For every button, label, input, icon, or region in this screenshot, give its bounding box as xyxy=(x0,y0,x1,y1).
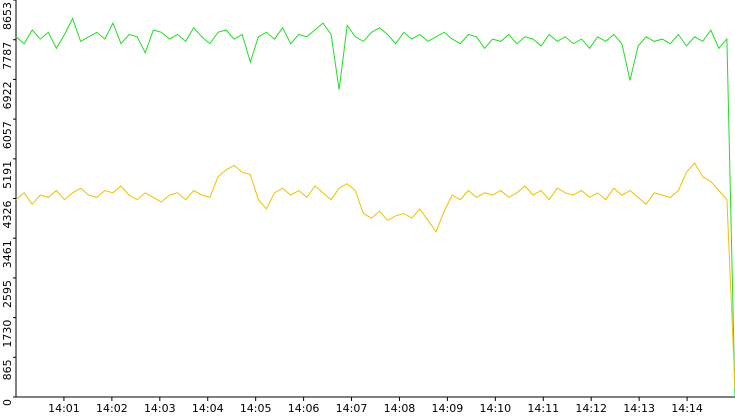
x-tick-label: 14:13 xyxy=(623,402,655,415)
x-tick-label: 14:12 xyxy=(575,402,607,415)
x-tick-label: 14:07 xyxy=(336,402,368,415)
y-tick-label: 5191 xyxy=(1,161,14,189)
y-tick-label: 3461 xyxy=(1,240,14,268)
y-tick-label: 7787 xyxy=(1,42,14,70)
x-tick-label: 14:14 xyxy=(671,402,703,415)
x-tick-label: 14:02 xyxy=(96,402,128,415)
y-tick-label: 0 xyxy=(1,399,14,406)
y-tick-label: 2595 xyxy=(1,280,14,308)
x-tick-label: 14:04 xyxy=(192,402,224,415)
x-tick-label: 14:09 xyxy=(432,402,464,415)
y-tick-label: 4326 xyxy=(1,201,14,229)
y-tick-label: 865 xyxy=(1,359,14,380)
y-tick-label: 6922 xyxy=(1,81,14,109)
x-tick-label: 14:01 xyxy=(48,402,80,415)
x-tick-label: 14:06 xyxy=(288,402,320,415)
series-line xyxy=(15,162,735,388)
x-tick-label: 14:03 xyxy=(144,402,176,415)
x-tick-label: 14:10 xyxy=(479,402,511,415)
y-tick-label: 6057 xyxy=(1,121,14,149)
x-tick-label: 14:05 xyxy=(240,402,272,415)
x-tick-label: 14:08 xyxy=(384,402,416,415)
series-line xyxy=(15,17,735,398)
y-tick-label: 8653 xyxy=(1,2,14,30)
y-tick-label: 1730 xyxy=(1,320,14,348)
x-tick-label: 14:11 xyxy=(527,402,559,415)
